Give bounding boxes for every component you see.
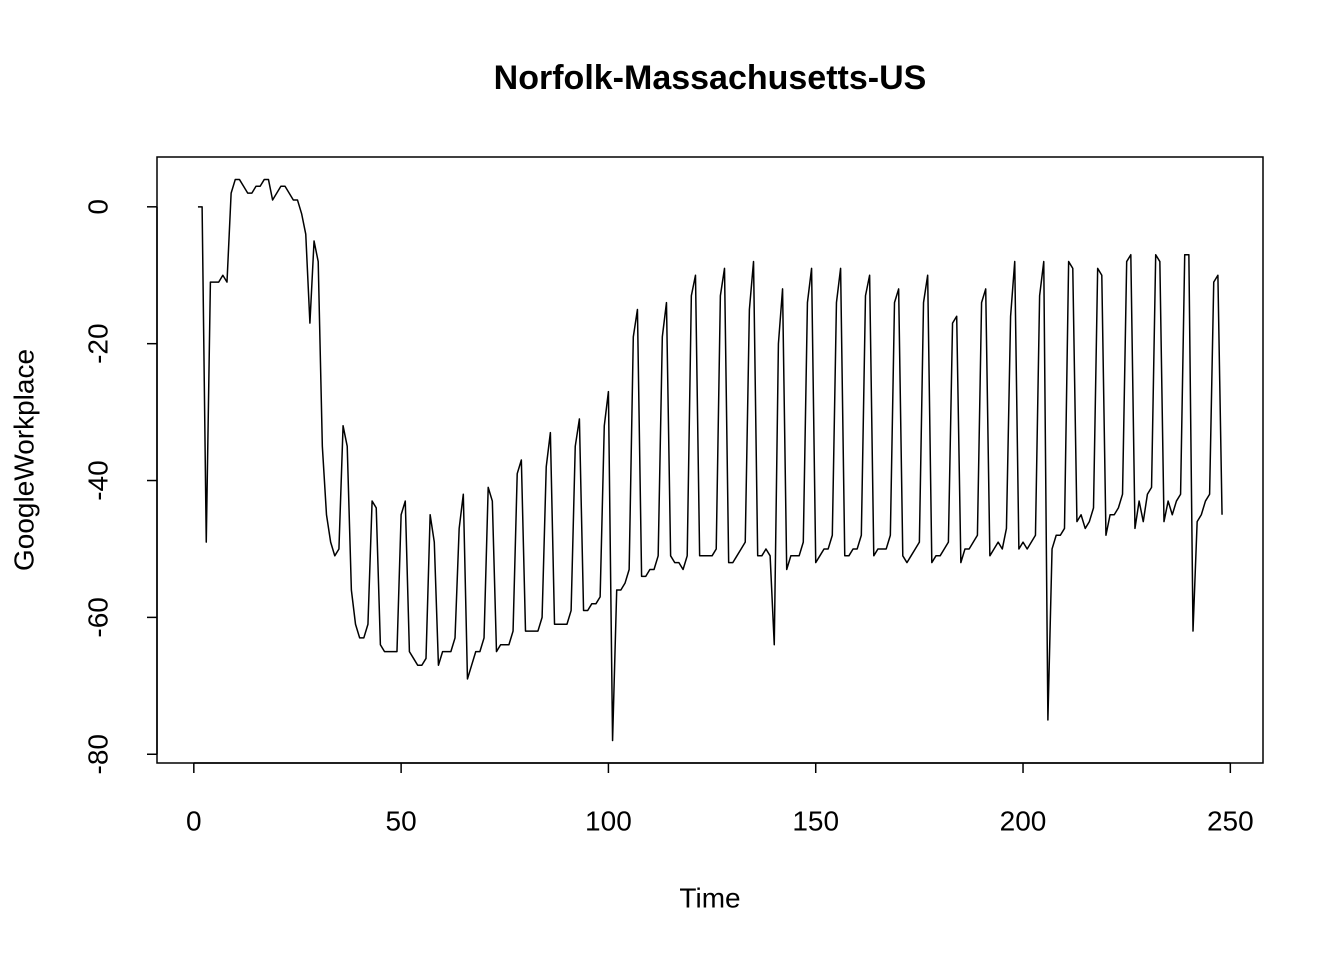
y-tick-label: 0 [82,199,113,215]
x-tick-label: 0 [186,805,202,836]
y-axis-label: GoogleWorkplace [8,349,39,571]
x-tick-label: 150 [792,805,839,836]
series-line [197,178,1223,742]
y-tick-label: -80 [82,734,113,774]
x-axis-label: Time [679,882,740,913]
x-tick-label: 200 [1000,805,1047,836]
x-tick-label: 250 [1207,805,1254,836]
y-tick-label: -40 [82,460,113,500]
y-tick-label: -60 [82,597,113,637]
x-tick-label: 50 [386,805,417,836]
x-tick-label: 100 [585,805,632,836]
y-tick-label: -20 [82,323,113,363]
chart-title: Norfolk-Massachusetts-US [494,59,927,97]
